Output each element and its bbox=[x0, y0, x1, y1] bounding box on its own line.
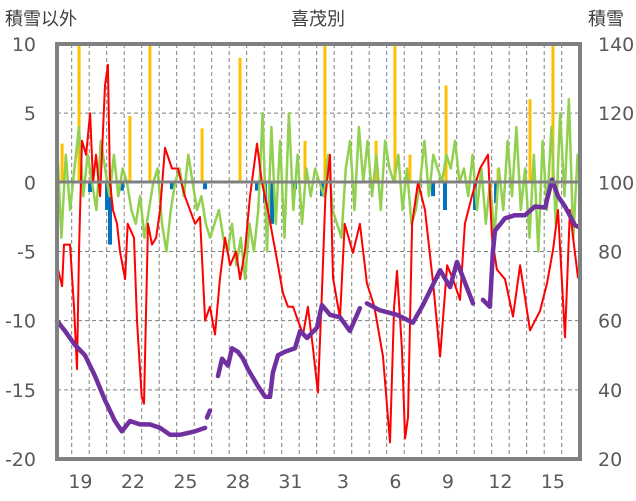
right-tick-label: 60 bbox=[598, 311, 622, 333]
left-tick-label: -5 bbox=[17, 242, 36, 264]
left-tick-label: -10 bbox=[5, 311, 36, 333]
orange-bar bbox=[200, 128, 204, 183]
orange-bar bbox=[148, 44, 152, 183]
series-lines bbox=[54, 63, 582, 444]
blue-bar bbox=[119, 182, 124, 191]
right-tick-label: 40 bbox=[598, 380, 622, 402]
x-tick-label: 25 bbox=[173, 471, 197, 493]
blue-bar bbox=[270, 182, 275, 224]
blue-bar bbox=[108, 182, 113, 245]
x-tick-label: 28 bbox=[226, 471, 250, 493]
x-tick-label: 12 bbox=[488, 471, 512, 493]
blue-bar bbox=[169, 182, 174, 190]
orange-bar bbox=[77, 44, 81, 183]
blue-bar bbox=[88, 182, 93, 193]
right-tick-label: 100 bbox=[598, 172, 634, 194]
orange-bar bbox=[528, 99, 532, 183]
orange-bar bbox=[238, 57, 242, 183]
axis-ticks: 10 5 0 -5 -10 -15 -20 140 120 100 80 60 40 20 19 22 25 28… bbox=[5, 34, 634, 493]
orange-bar bbox=[303, 140, 307, 183]
blue-bar bbox=[255, 182, 260, 191]
left-tick-label: -20 bbox=[5, 449, 36, 471]
blue-bar bbox=[105, 182, 110, 210]
purple-series-line bbox=[54, 177, 582, 438]
orange-bar bbox=[60, 143, 64, 183]
left-tick-label: 10 bbox=[12, 34, 36, 56]
x-tick-label: 6 bbox=[389, 471, 401, 493]
left-tick-label: -15 bbox=[5, 380, 36, 402]
orange-bar bbox=[323, 44, 327, 183]
right-tick-label: 20 bbox=[598, 449, 622, 471]
orange-bar bbox=[444, 85, 448, 183]
blue-bar bbox=[431, 182, 436, 197]
x-tick-label: 22 bbox=[121, 471, 145, 493]
bars bbox=[60, 44, 555, 245]
blue-bar bbox=[494, 182, 499, 204]
green-series-line bbox=[55, 98, 579, 281]
orange-bar bbox=[393, 44, 397, 183]
chart-title: 喜茂別 bbox=[291, 9, 345, 30]
x-tick-label: 19 bbox=[68, 471, 92, 493]
left-tick-label: 0 bbox=[24, 172, 36, 194]
blue-bar bbox=[203, 182, 208, 190]
x-tick-label: 31 bbox=[278, 471, 302, 493]
right-tick-label: 140 bbox=[598, 34, 634, 56]
plot-frame bbox=[55, 42, 582, 461]
blue-bar bbox=[442, 182, 447, 210]
orange-bar bbox=[408, 154, 412, 183]
red-series-line bbox=[56, 63, 579, 444]
x-tick-label: 9 bbox=[442, 471, 454, 493]
right-axis-title: 積雪 bbox=[588, 9, 624, 30]
left-axis-title: 積雪以外 bbox=[5, 9, 77, 30]
orange-bar bbox=[128, 115, 132, 183]
left-tick-label: 5 bbox=[24, 103, 36, 125]
x-tick-label: 3 bbox=[337, 471, 349, 493]
right-tick-label: 120 bbox=[598, 103, 634, 125]
orange-bar bbox=[551, 44, 555, 183]
x-tick-label: 15 bbox=[541, 471, 565, 493]
right-tick-label: 80 bbox=[598, 242, 622, 264]
